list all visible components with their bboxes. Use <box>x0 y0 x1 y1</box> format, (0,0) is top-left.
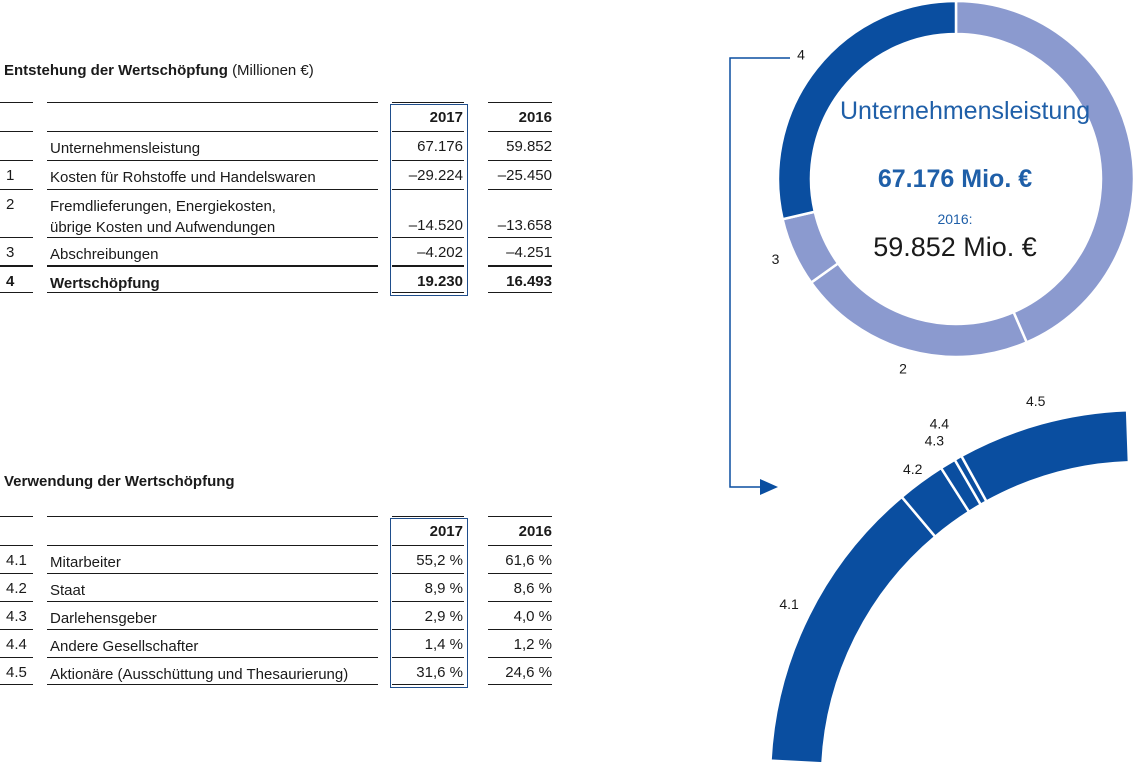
value-2016: 8,6 % <box>488 573 552 601</box>
section-title-verwendung: Verwendung der Wertschöpfung <box>4 473 235 490</box>
row-number: 1 <box>0 160 33 189</box>
header-num-cell <box>0 102 33 131</box>
value-2016: 4,0 % <box>488 601 552 629</box>
value-2016: 24,6 % <box>488 657 552 685</box>
row-number: 4.4 <box>0 629 33 657</box>
row-number <box>0 131 33 160</box>
value-2016: 16.493 <box>488 265 552 293</box>
connector-line <box>729 57 790 488</box>
arc-label-4.5: 4.5 <box>1026 393 1046 409</box>
row-label: Darlehensgeber <box>47 601 378 629</box>
table-header-row: 2017 2016 <box>0 516 560 545</box>
value-2017: 67.176 <box>392 131 464 160</box>
table-row: 3 Abschreibungen –4.202 –4.251 <box>0 237 560 265</box>
value-2017: 19.230 <box>392 265 464 293</box>
value-2016: 1,2 % <box>488 629 552 657</box>
row-label: Wertschöpfung <box>47 265 378 293</box>
value-2017: –29.224 <box>392 160 464 189</box>
value-2017: 55,2 % <box>392 545 464 573</box>
center-title: Unternehmensleistung <box>840 97 1091 125</box>
row-label: Kosten für Rohstoffe und Handelswaren <box>47 160 378 189</box>
center-value: 67.176 Mio. € <box>877 165 1033 193</box>
value-2017: 8,9 % <box>392 573 464 601</box>
arc-label-4.2: 4.2 <box>903 461 923 477</box>
center-prev-value: 59.852 Mio. € <box>873 232 1037 262</box>
header-label-cell <box>47 102 378 131</box>
donut-unternehmensleistung: 1234 <box>772 0 1136 376</box>
value-2016: –25.450 <box>488 160 552 189</box>
header-2017: 2017 <box>392 102 464 131</box>
row-number: 4.2 <box>0 573 33 601</box>
connector-arrow-icon <box>760 479 778 495</box>
segment-label-2: 2 <box>899 360 907 376</box>
table-row: 2 Fremdlieferungen, Energiekosten, übrig… <box>0 189 560 237</box>
row-label: Fremdlieferungen, Energiekosten, übrige … <box>47 189 378 237</box>
table-row: 4.1 Mitarbeiter 55,2 % 61,6 % <box>0 545 560 573</box>
table-header-row: 2017 2016 <box>0 102 560 131</box>
segment-label-3: 3 <box>772 251 780 267</box>
table-entstehung: 2017 2016 Unternehmensleistung 67.176 59… <box>0 102 560 293</box>
table-row: 4.3 Darlehensgeber 2,9 % 4,0 % <box>0 601 560 629</box>
value-2017: –4.202 <box>392 237 464 265</box>
value-2017: 2,9 % <box>392 601 464 629</box>
row-label: Abschreibungen <box>47 237 378 265</box>
donut-segment-2 <box>809 261 1029 359</box>
value-2017: 31,6 % <box>392 657 464 685</box>
value-2017: –14.520 <box>392 189 464 237</box>
value-2016: –4.251 <box>488 237 552 265</box>
value-2017: 1,4 % <box>392 629 464 657</box>
row-number: 4 <box>0 265 33 293</box>
row-label: Unternehmensleistung <box>47 131 378 160</box>
header-num-cell <box>0 516 33 545</box>
arc-segment-4.1 <box>769 495 938 765</box>
row-label: Aktionäre (Ausschüttung und Thesaurierun… <box>47 657 378 685</box>
arc-verwendung: 4.1 4.24.34.4 4.5 <box>769 393 1131 765</box>
donut-segment-4 <box>776 0 958 221</box>
row-number: 4.5 <box>0 657 33 685</box>
row-label: Staat <box>47 573 378 601</box>
row-number: 3 <box>0 237 33 265</box>
section-title-text: Entstehung der Wertschöpfung <box>4 62 228 79</box>
unit-label: (Millionen €) <box>232 62 314 79</box>
row-number: 2 <box>0 189 33 237</box>
center-prev-label: 2016: <box>937 211 973 227</box>
row-label: Andere Gesellschafter <box>47 629 378 657</box>
table-row: 1 Kosten für Rohstoffe und Handelswaren … <box>0 160 560 189</box>
value-2016: 59.852 <box>488 131 552 160</box>
arc-segment-4.5 <box>959 408 1131 504</box>
value-2016: –13.658 <box>488 189 552 237</box>
row-number: 4.1 <box>0 545 33 573</box>
row-label: Mitarbeiter <box>47 545 378 573</box>
table-row: 4.5 Aktionäre (Ausschüttung und Thesauri… <box>0 657 560 685</box>
header-label-cell <box>47 516 378 545</box>
segment-label-4: 4 <box>797 47 805 63</box>
row-number: 4.3 <box>0 601 33 629</box>
header-2016: 2016 <box>488 516 552 545</box>
section-title-entstehung: Entstehung der Wertschöpfung (Millionen … <box>4 62 314 79</box>
donut-charts: 1234 4.14.24.34.44.5 <box>729 0 1136 765</box>
arc-label-4.3: 4.3 <box>925 432 945 448</box>
table-row: 4.4 Andere Gesellschafter 1,4 % 1,2 % <box>0 629 560 657</box>
arc-label-4.1: 4.1 <box>779 596 799 612</box>
header-2016: 2016 <box>488 102 552 131</box>
value-2016: 61,6 % <box>488 545 552 573</box>
table-verwendung: 2017 2016 4.1 Mitarbeiter 55,2 % 61,6 % … <box>0 516 560 685</box>
table-row-total: 4 Wertschöpfung 19.230 16.493 <box>0 265 560 293</box>
arc-label-4.4: 4.4 <box>930 415 950 431</box>
table-row: Unternehmensleistung 67.176 59.852 <box>0 131 560 160</box>
table-row: 4.2 Staat 8,9 % 8,6 % <box>0 573 560 601</box>
header-2017: 2017 <box>392 516 464 545</box>
